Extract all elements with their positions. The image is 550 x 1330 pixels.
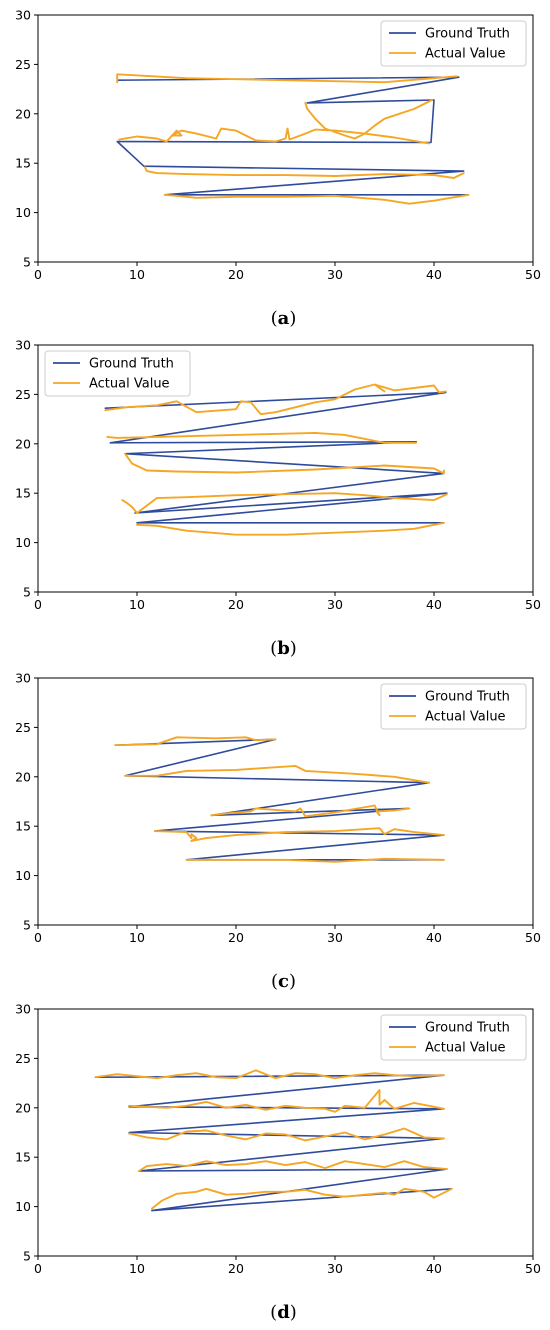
- series-line-actual-value: [94, 1069, 453, 1210]
- x-tick-label: 10: [129, 930, 145, 945]
- legend: Ground Truth Actual Value: [44, 350, 191, 397]
- x-tick-label: 30: [327, 1261, 343, 1276]
- x-tick-label: 30: [327, 597, 343, 612]
- y-tick-label: 5: [23, 918, 31, 933]
- panel-caption: (a): [271, 308, 297, 329]
- x-tick-label: 30: [327, 267, 343, 282]
- series-line-ground-truth: [114, 738, 445, 861]
- chart-panel: 0 10 20 30 40 50 5 10 15 20 25 30 Ground Truth Actual…: [15, 1002, 541, 1324]
- series-line-ground-truth: [94, 1074, 453, 1212]
- y-tick-label: 5: [23, 585, 31, 600]
- y-tick-label: 25: [15, 387, 31, 402]
- x-tick-label: 40: [426, 267, 442, 282]
- legend-label: Ground Truth: [425, 690, 510, 705]
- legend-box: [380, 1014, 527, 1061]
- y-tick-label: 30: [15, 338, 31, 353]
- legend-label: Ground Truth: [425, 1021, 510, 1036]
- x-tick-label: 40: [426, 597, 442, 612]
- y-tick-label: 15: [15, 156, 31, 171]
- y-tick-label: 10: [15, 1199, 31, 1214]
- legend-label: Actual Value: [425, 1041, 506, 1056]
- x-tick-label: 20: [228, 1261, 244, 1276]
- x-tick-label: 20: [228, 930, 244, 945]
- panel-caption: (b): [270, 638, 297, 659]
- legend-label: Actual Value: [425, 47, 506, 62]
- y-tick-label: 5: [23, 255, 31, 270]
- series-line-actual-value: [114, 736, 445, 863]
- series-line-ground-truth: [104, 391, 448, 524]
- legend-box: [44, 350, 191, 397]
- y-tick-label: 25: [15, 720, 31, 735]
- y-tick-label: 20: [15, 106, 31, 121]
- y-tick-label: 5: [23, 1249, 31, 1264]
- chart-panel: 0 10 20 30 40 50 5 10 15 20 25 30 Ground Truth Actual…: [15, 671, 541, 993]
- y-tick-label: 15: [15, 819, 31, 834]
- y-tick-label: 15: [15, 486, 31, 501]
- y-tick-label: 15: [15, 1150, 31, 1165]
- x-tick-label: 40: [426, 1261, 442, 1276]
- legend: Ground Truth Actual Value: [380, 1014, 527, 1061]
- plot-frame: [37, 344, 534, 593]
- y-tick-label: 20: [15, 1100, 31, 1115]
- plot-frame: [37, 1008, 534, 1257]
- y-tick-label: 20: [15, 769, 31, 784]
- y-tick-label: 25: [15, 1051, 31, 1066]
- legend-label: Ground Truth: [89, 357, 174, 372]
- y-tick-label: 10: [15, 868, 31, 883]
- x-tick-label: 0: [34, 267, 42, 282]
- x-tick-label: 50: [525, 597, 541, 612]
- chart-panel: 0 10 20 30 40 50 5 10 15 20 25 30 Ground Truth Actual…: [15, 338, 541, 660]
- x-tick-label: 0: [34, 1261, 42, 1276]
- legend-label: Actual Value: [425, 710, 506, 725]
- panel-caption: (c): [271, 971, 296, 992]
- legend-label: Ground Truth: [425, 27, 510, 42]
- y-tick-label: 20: [15, 436, 31, 451]
- x-tick-label: 20: [228, 267, 244, 282]
- x-tick-label: 40: [426, 930, 442, 945]
- series-line-ground-truth: [116, 76, 470, 196]
- x-tick-label: 50: [525, 1261, 541, 1276]
- legend-box: [380, 20, 527, 67]
- panel-caption: (d): [270, 1302, 297, 1323]
- y-tick-label: 10: [15, 535, 31, 550]
- x-tick-label: 0: [34, 597, 42, 612]
- legend-label: Actual Value: [89, 377, 170, 392]
- x-tick-label: 0: [34, 930, 42, 945]
- x-tick-label: 10: [129, 1261, 145, 1276]
- plot-frame: [37, 14, 534, 263]
- legend: Ground Truth Actual Value: [380, 683, 527, 730]
- x-tick-label: 20: [228, 597, 244, 612]
- y-tick-label: 30: [15, 8, 31, 23]
- legend: Ground Truth Actual Value: [380, 20, 527, 67]
- y-tick-label: 30: [15, 1002, 31, 1017]
- plot-frame: [37, 677, 534, 926]
- x-tick-label: 50: [525, 267, 541, 282]
- x-tick-label: 30: [327, 930, 343, 945]
- y-tick-label: 30: [15, 671, 31, 686]
- y-tick-label: 25: [15, 57, 31, 72]
- x-tick-label: 10: [129, 267, 145, 282]
- legend-box: [380, 683, 527, 730]
- x-tick-label: 50: [525, 930, 541, 945]
- chart-panel: 0 10 20 30 40 50 5 10 15 20 25 30 Ground Truth Actual…: [15, 8, 541, 330]
- series-line-actual-value: [104, 383, 448, 536]
- x-tick-label: 10: [129, 597, 145, 612]
- series-line-actual-value: [116, 73, 470, 205]
- y-tick-label: 10: [15, 205, 31, 220]
